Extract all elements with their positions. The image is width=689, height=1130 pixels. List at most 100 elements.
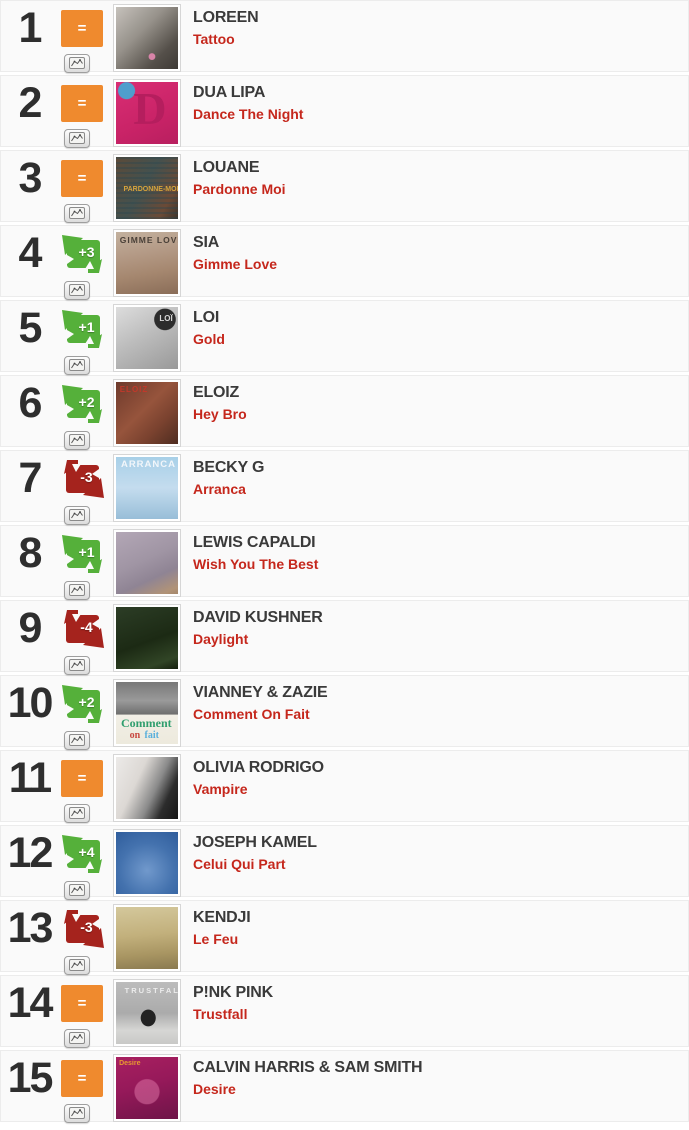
chart-row: 13: [0, 900, 689, 975]
album-art[interactable]: PARDONNE-MOI: [113, 154, 181, 222]
chart-history-button[interactable]: [64, 356, 90, 375]
song-title[interactable]: Pardonne Moi: [193, 181, 286, 197]
artist-name[interactable]: BECKY G: [193, 459, 265, 476]
artist-name[interactable]: OLIVIA RODRIGO: [193, 759, 324, 776]
chart-history-button[interactable]: [64, 1029, 90, 1048]
artist-name[interactable]: DAVID KUSHNER: [193, 609, 323, 626]
album-art[interactable]: Desire: [113, 1054, 181, 1122]
song-title[interactable]: Arranca: [193, 481, 246, 497]
position-change-column: -4: [58, 601, 106, 675]
song-title[interactable]: Celui Qui Part: [193, 856, 286, 872]
track-info: DUA LIPA Dance The Night: [193, 76, 303, 122]
rank-number: 14: [7, 979, 54, 1027]
chart-history-button[interactable]: [64, 881, 90, 900]
chart-row: 6: [0, 375, 689, 450]
song-title[interactable]: Le Feu: [193, 931, 239, 947]
artist-name[interactable]: VIANNEY & ZAZIE: [193, 684, 328, 701]
line-chart-icon: [69, 807, 85, 819]
album-art[interactable]: GIMME LOVE: [113, 229, 181, 297]
album-art[interactable]: Comment on fait: [113, 679, 181, 747]
chart-history-button[interactable]: [64, 506, 90, 525]
line-chart-icon: [69, 359, 85, 371]
line-chart-icon: [69, 132, 85, 144]
chart-history-button[interactable]: [64, 1104, 90, 1123]
album-art[interactable]: [113, 529, 181, 597]
position-change-column: -3: [58, 901, 106, 975]
album-art[interactable]: D: [113, 79, 181, 147]
artist-name[interactable]: JOSEPH KAMEL: [193, 834, 317, 851]
album-art[interactable]: ARRANCA: [113, 454, 181, 522]
chart-history-button[interactable]: [64, 581, 90, 600]
artist-name[interactable]: ELOIZ: [193, 384, 240, 401]
position-change-badge: -4: [61, 609, 105, 649]
chart-row: 9: [0, 600, 689, 675]
album-art[interactable]: LOÏ: [113, 304, 181, 372]
song-title[interactable]: Gold: [193, 331, 225, 347]
chart-history-button[interactable]: [64, 204, 90, 223]
rank-number: 8: [18, 529, 43, 577]
line-chart-icon: [69, 584, 85, 596]
album-art[interactable]: [113, 4, 181, 72]
position-change-value: +3: [78, 243, 95, 260]
art-text: GIMME LOVE: [119, 234, 178, 245]
line-chart-icon: [69, 57, 85, 69]
song-title[interactable]: Dance The Night: [193, 106, 304, 122]
line-chart-icon: [69, 659, 85, 671]
chart-row: 5: [0, 300, 689, 375]
chart-history-button[interactable]: [64, 956, 90, 975]
art-text: on: [129, 729, 141, 741]
rank-number: 10: [7, 679, 54, 727]
track-info: JOSEPH KAMEL Celui Qui Part: [193, 826, 317, 872]
artist-name[interactable]: LOI: [193, 309, 220, 326]
artist-name[interactable]: KENDJI: [193, 909, 251, 926]
album-art-image: Comment on fait: [116, 682, 178, 744]
song-title[interactable]: Trustfall: [193, 1006, 248, 1022]
album-art[interactable]: [113, 754, 181, 822]
album-art-image: PARDONNE-MOI: [116, 157, 178, 219]
position-change-badge: +2: [61, 384, 105, 424]
album-art[interactable]: ELOIZ: [113, 379, 181, 447]
chart-row: 4: [0, 225, 689, 300]
rank-number: 11: [8, 754, 52, 802]
song-title[interactable]: Gimme Love: [193, 256, 278, 272]
artist-name[interactable]: LOUANE: [193, 159, 260, 176]
chart-history-button[interactable]: [64, 731, 90, 750]
song-title[interactable]: Desire: [193, 1081, 236, 1097]
artist-name[interactable]: CALVIN HARRIS & SAM SMITH: [193, 1059, 423, 1076]
song-title[interactable]: Daylight: [193, 631, 249, 647]
arrow-down-icon: [64, 460, 104, 498]
chart-history-button[interactable]: [64, 431, 90, 450]
chart-history-button[interactable]: [64, 281, 90, 300]
art-text: PARDONNE-MOI: [123, 185, 178, 193]
track-info: LOUANE Pardonne Moi: [193, 151, 286, 197]
song-title[interactable]: Comment On Fait: [193, 706, 310, 722]
track-info: SIA Gimme Love: [193, 226, 277, 272]
position-change-badge: +2: [61, 684, 105, 724]
song-title[interactable]: Tattoo: [193, 31, 235, 47]
position-change-column: =: [58, 151, 106, 223]
chart-history-button[interactable]: [64, 804, 90, 823]
album-art[interactable]: [113, 604, 181, 672]
album-art-image: [116, 832, 178, 894]
art-text: Comment: [120, 716, 172, 731]
album-art[interactable]: [113, 829, 181, 897]
line-chart-icon: [69, 884, 85, 896]
rank-number: 7: [18, 454, 43, 502]
position-change-value: -4: [80, 618, 93, 635]
chart-history-button[interactable]: [64, 129, 90, 148]
track-info: LOREEN Tattoo: [193, 1, 259, 47]
artist-name[interactable]: P!NK PINK: [193, 984, 273, 1001]
song-title[interactable]: Vampire: [193, 781, 248, 797]
song-title[interactable]: Wish You The Best: [193, 556, 319, 572]
artist-name[interactable]: LOREEN: [193, 9, 259, 26]
artist-name[interactable]: LEWIS CAPALDI: [193, 534, 316, 551]
song-title[interactable]: Hey Bro: [193, 406, 247, 422]
artist-name[interactable]: DUA LIPA: [193, 84, 266, 101]
album-art[interactable]: TRUSTFALL: [113, 979, 181, 1047]
chart-history-button[interactable]: [64, 656, 90, 675]
position-change-badge: =: [61, 85, 103, 122]
chart-history-button[interactable]: [64, 54, 90, 73]
album-art[interactable]: [113, 904, 181, 972]
artist-name[interactable]: SIA: [193, 234, 220, 251]
line-chart-icon: [69, 207, 85, 219]
